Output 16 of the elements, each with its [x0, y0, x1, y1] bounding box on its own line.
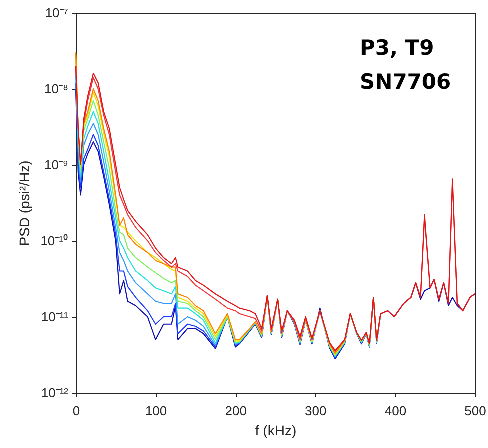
annotation: SN7706: [360, 70, 452, 94]
x-tick-label: 200: [225, 404, 247, 418]
y-tick-label: 10⁻¹²: [41, 386, 70, 400]
y-tick-label: 10⁻¹¹: [41, 310, 70, 324]
x-axis-title: f (kHz): [255, 422, 297, 438]
x-tick-label: 500: [464, 404, 486, 418]
annotation: P3, T9: [360, 36, 434, 60]
y-tick-label: 10⁻⁹: [44, 158, 68, 172]
y-axis-title: PSD (psi²/Hz): [16, 160, 33, 246]
y-tick-label: 10⁻⁸: [44, 82, 68, 96]
x-tick-label: 300: [305, 404, 327, 418]
x-tick-label: 0: [72, 404, 80, 418]
y-tick-label: 10⁻⁷: [45, 6, 69, 20]
x-tick-label: 400: [384, 404, 407, 418]
x-tick-label: 100: [145, 404, 168, 418]
y-tick-label: 10⁻¹⁰: [40, 234, 68, 248]
